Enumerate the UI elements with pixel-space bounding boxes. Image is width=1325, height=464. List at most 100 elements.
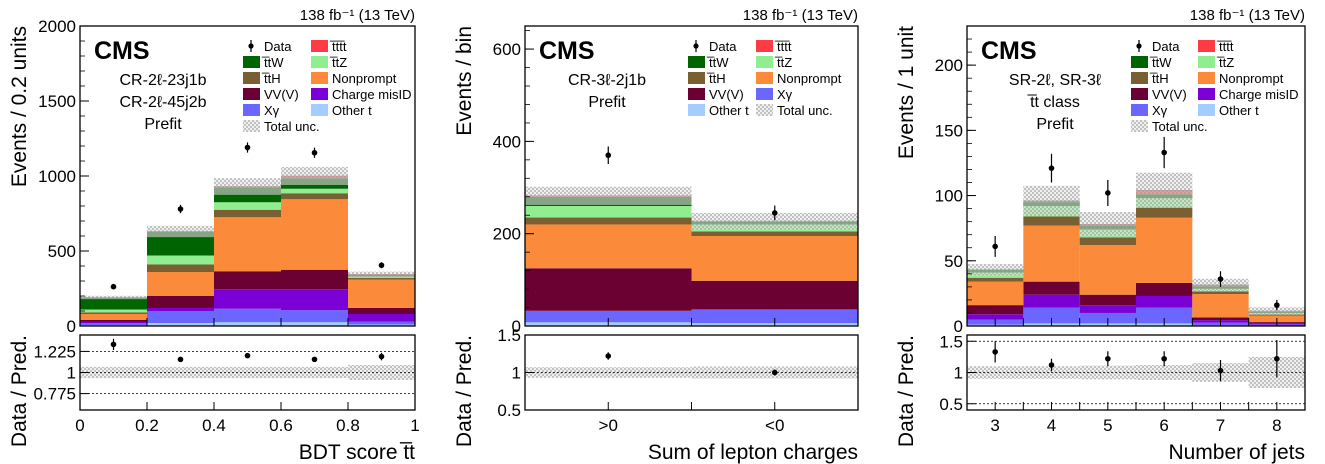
legend-label-othert: Other t (709, 103, 749, 118)
bar-nonprompt-bin-5 (1192, 294, 1249, 318)
cms-logo-text: CMS (94, 37, 150, 65)
bar-vv-bin-2 (147, 296, 214, 308)
legend-label-data: Data (709, 39, 737, 54)
legend-marker-ttZ (1198, 56, 1215, 68)
legend-marker-xgamma (756, 88, 773, 100)
bar-ttH-bin-3 (214, 209, 281, 218)
xtick-label-4: 0.8 (336, 416, 360, 435)
bar-xgamma-bin-4 (281, 310, 348, 323)
data-point-5 (378, 262, 385, 269)
legend-marker-data-dot (248, 43, 254, 49)
legend-label-tttt: t̅tt̅t (330, 39, 347, 54)
unc-band-bin-1 (525, 186, 692, 205)
legend-marker-vv (1131, 88, 1148, 100)
ytick-label-0: 0 (954, 317, 963, 336)
legend-marker-tttt (1198, 40, 1215, 52)
bar-xgamma-bin-2 (147, 311, 214, 323)
bar-nonprompt-bin-3 (1079, 245, 1136, 295)
legend-marker-vv (688, 88, 705, 100)
bar-ttZ-bin-1 (80, 309, 147, 313)
unc-band-bin-2 (691, 212, 858, 230)
bar-ttH-bin-1 (967, 277, 1024, 282)
category-label-2: Prefit (588, 94, 626, 111)
legend-marker-ttZ (311, 56, 328, 68)
y-axis-label: Events / bin (453, 26, 476, 136)
bar-xgamma-bin-1 (80, 323, 147, 326)
ratio-y-axis-label: Data / Pred. (895, 335, 918, 447)
bar-ttZ-bin-4 (281, 188, 348, 194)
ytick-label-3: 600 (493, 40, 521, 59)
bar-ttZ-bin-3 (214, 202, 281, 210)
ratio-unc-band-bin-4 (281, 366, 348, 379)
category-label-1: SR-2ℓ, SR-3ℓ (1009, 72, 1101, 89)
legend-marker-ttZ (756, 56, 773, 68)
bar-chargemisid-bin-3 (1079, 305, 1136, 313)
x-axis-label: BDT score t̅t (299, 441, 415, 464)
unc-band-bin-5 (348, 271, 415, 277)
legend-marker-unc (756, 104, 773, 116)
xtick-label-2: 5 (1103, 416, 1112, 435)
legend-label-xgamma: Xγ (264, 103, 280, 118)
bar-chargemisid-bin-2 (147, 308, 214, 311)
legend-marker-nonprompt (756, 72, 773, 84)
bar-ttH-bin-2 (1023, 216, 1080, 226)
ratio-point-2 (177, 356, 184, 363)
unc-band-bin-2 (147, 225, 214, 238)
bar-ttZ-bin-1 (525, 206, 692, 218)
bar-ttH-bin-6 (1248, 314, 1305, 316)
legend-marker-ttH (688, 72, 705, 84)
cms-logo-text: CMS (539, 37, 595, 65)
bar-vv-bin-1 (967, 305, 1024, 315)
ratio-point-1 (110, 341, 117, 348)
xtick-label-0: 3 (990, 416, 999, 435)
data-point-5 (1217, 276, 1224, 282)
ratio-point-1 (605, 353, 612, 359)
category-label-2: CR-2ℓ-45j2b (120, 94, 207, 111)
bar-ttH-bin-5 (348, 278, 415, 280)
ratio-point-5 (1217, 367, 1224, 374)
bar-nonprompt-bin-2 (1023, 225, 1080, 282)
xtick-label-3: 6 (1159, 416, 1168, 435)
ratio-ytick-label-1: 1 (954, 364, 963, 383)
data-point-2 (177, 206, 184, 212)
ytick-label-2: 400 (493, 132, 521, 151)
legend-label-nonprompt: Nonprompt (1219, 71, 1284, 86)
data-point-2 (771, 210, 778, 216)
legend-marker-chargemisid (1198, 88, 1215, 100)
ytick-label-0: 0 (67, 317, 76, 336)
category-label-1: CR-2ℓ-23j1b (120, 72, 207, 89)
ratio-unc-band-bin-1 (525, 367, 692, 378)
bar-ttH-bin-1 (525, 217, 692, 225)
legend-marker-unc (243, 120, 260, 132)
bar-nonprompt-bin-2 (691, 236, 858, 281)
bar-xgamma-bin-1 (525, 310, 692, 323)
ratio-ytick-label-0: 0.5 (497, 401, 521, 420)
ytick-label-1: 50 (944, 252, 963, 271)
legend-label-tttt: t̅tt̅t (1217, 39, 1234, 54)
bar-chargemisid-bin-5 (348, 314, 415, 322)
bar-chargemisid-bin-4 (1136, 296, 1193, 308)
bar-othert-bin-5 (348, 324, 415, 326)
xtick-label-0: 0 (75, 416, 84, 435)
bar-vv-bin-3 (214, 271, 281, 290)
legend-marker-data-dot (1136, 43, 1142, 49)
bar-vv-bin-3 (1079, 294, 1136, 306)
ratio-point-6 (1274, 355, 1280, 362)
category-label-1: CR-3ℓ-2j1b (568, 72, 646, 89)
ratio-ytick-label-0: 0.5 (939, 395, 963, 414)
y-axis-label: Events / 0.2 units (8, 26, 31, 187)
legend-marker-unc (1131, 120, 1148, 132)
ytick-label-3: 1500 (38, 92, 76, 111)
legend-marker-nonprompt (311, 72, 328, 84)
legend-label-vv: VV(V) (264, 87, 299, 102)
legend-label-ttZ: t̅tZ (330, 55, 348, 70)
bar-ttH-bin-3 (1079, 237, 1136, 246)
ratio-ytick-label-1: 1 (67, 364, 76, 383)
legend-label-chargemisid: Charge misID (332, 87, 411, 102)
legend-label-chargemisid: Charge misID (1219, 87, 1298, 102)
bar-ttH-bin-4 (281, 193, 348, 200)
bar-vv-bin-1 (80, 320, 147, 322)
legend-label-othert: Other t (1219, 103, 1259, 118)
unc-band-bin-4 (1136, 172, 1193, 208)
bar-othert-bin-4 (281, 322, 348, 326)
